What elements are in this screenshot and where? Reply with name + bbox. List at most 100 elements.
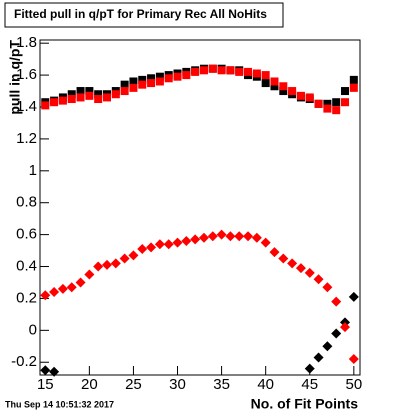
square-marker <box>138 75 147 84</box>
x-tick-label: 45 <box>301 376 318 393</box>
diamond-marker <box>40 290 51 301</box>
x-tick-label: 25 <box>125 376 142 393</box>
title-box <box>4 2 284 28</box>
x-tick-label: 35 <box>213 376 230 393</box>
x-tick-label: 20 <box>81 376 98 393</box>
square-marker <box>296 91 305 100</box>
diamond-marker <box>207 231 218 242</box>
y-tick-label: 1 <box>29 162 37 179</box>
diamond-marker <box>243 231 254 242</box>
diamond-marker <box>340 322 351 333</box>
y-tick-label: 1.4 <box>16 98 37 115</box>
square-marker <box>85 91 94 100</box>
timestamp: Thu Sep 14 10:51:32 2017 <box>5 399 114 409</box>
square-marker <box>349 83 358 92</box>
square-marker <box>341 98 350 107</box>
diamond-marker <box>295 263 306 274</box>
square-marker <box>120 80 129 89</box>
square-marker <box>147 74 156 83</box>
x-axis-label: No. of Fit Points <box>251 396 359 412</box>
x-tick-label: 50 <box>345 376 362 393</box>
diamond-marker <box>101 259 112 270</box>
diamond-marker <box>269 247 280 258</box>
diamond-marker <box>119 253 130 264</box>
square-marker <box>252 69 261 78</box>
square-marker <box>279 87 288 96</box>
square-marker <box>332 106 341 115</box>
diamond-marker <box>216 229 227 240</box>
square-marker <box>67 90 76 99</box>
diamond-marker <box>84 269 95 280</box>
diamond-marker <box>225 231 236 242</box>
diamond-marker <box>348 291 359 302</box>
diamond-marker <box>40 365 51 376</box>
diamond-marker <box>287 258 298 269</box>
square-marker <box>129 83 138 92</box>
y-tick-label: 0 <box>29 321 37 338</box>
square-marker <box>76 87 85 96</box>
y-tick-label: 1.6 <box>16 66 37 83</box>
x-tick-label: 40 <box>257 376 274 393</box>
square-marker <box>235 67 244 76</box>
square-marker <box>50 98 59 107</box>
y-tick-label: 1.8 <box>16 34 37 51</box>
square-marker <box>102 93 111 102</box>
square-marker <box>94 90 103 99</box>
square-marker <box>270 82 279 91</box>
diamond-marker <box>75 277 86 288</box>
diamond-marker <box>313 352 324 363</box>
square-marker <box>94 95 103 104</box>
square-marker <box>67 95 76 104</box>
diamond-marker <box>198 232 209 243</box>
diamond-marker <box>110 258 121 269</box>
diamond-marker <box>163 239 174 250</box>
diamond-marker <box>181 236 192 246</box>
y-tick-label: -0.2 <box>11 353 37 370</box>
diamond-marker <box>313 274 324 285</box>
square-marker <box>155 72 164 81</box>
diamond-marker <box>172 237 183 248</box>
square-marker <box>155 77 164 86</box>
diamond-marker <box>331 296 342 307</box>
diamond-marker <box>49 287 60 298</box>
y-tick-label: 0.2 <box>16 289 37 306</box>
chart-title: Fitted pull in q/pT for Primary Rec All … <box>14 7 267 21</box>
x-tick-label: 15 <box>37 376 54 393</box>
square-marker <box>226 66 235 75</box>
square-marker <box>332 98 341 107</box>
diamond-marker <box>57 283 68 294</box>
square-marker <box>244 67 253 76</box>
square-marker <box>261 79 270 88</box>
diamond-marker <box>304 363 315 374</box>
square-marker <box>349 75 358 84</box>
diamond-marker <box>93 261 104 272</box>
diamond-marker <box>234 231 245 242</box>
y-tick-label: 0.4 <box>16 257 37 274</box>
square-marker <box>138 80 147 89</box>
y-axis-label: pull in q/pT <box>7 40 23 115</box>
diamond-marker <box>137 243 148 254</box>
square-marker <box>41 101 50 110</box>
diamond-marker <box>322 341 333 352</box>
square-marker <box>191 67 200 76</box>
square-marker <box>323 99 332 108</box>
square-marker <box>261 71 270 80</box>
square-marker <box>120 87 129 96</box>
y-tick-label: 1.2 <box>16 130 37 147</box>
square-marker <box>314 99 323 108</box>
square-marker <box>111 90 120 99</box>
square-marker <box>164 74 173 83</box>
square-marker <box>76 93 85 102</box>
square-marker <box>173 72 182 81</box>
diamond-marker <box>66 282 77 293</box>
diamond-marker <box>260 237 271 248</box>
square-marker <box>199 66 208 75</box>
square-marker <box>208 64 217 73</box>
square-marker <box>270 77 279 86</box>
square-marker <box>147 79 156 88</box>
square-marker <box>217 66 226 75</box>
square-marker <box>323 104 332 113</box>
square-marker <box>341 87 350 96</box>
y-tick-label: 0.6 <box>16 226 37 243</box>
